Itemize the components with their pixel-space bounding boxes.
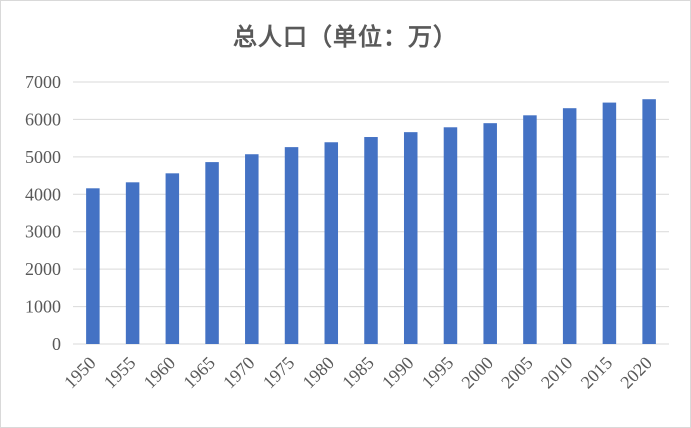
x-tick-label: 1950 — [60, 353, 100, 393]
bar — [245, 154, 259, 344]
bar — [403, 132, 418, 344]
bar — [165, 173, 180, 344]
x-tick-label: 1990 — [378, 353, 418, 393]
x-tick-label: 1995 — [418, 353, 458, 393]
y-tick-label: 7000 — [25, 72, 61, 92]
x-tick-label: 2010 — [537, 353, 577, 393]
x-tick-label: 2005 — [497, 353, 537, 393]
y-tick-label: 5000 — [25, 147, 61, 167]
y-tick-label: 0 — [52, 334, 61, 354]
x-tick-label: 1980 — [298, 353, 338, 393]
x-tick-label: 2015 — [577, 353, 617, 393]
bar — [443, 127, 458, 344]
y-tick-label: 1000 — [25, 297, 61, 317]
x-tick-label: 2020 — [616, 353, 656, 393]
x-tick-label: 1975 — [259, 353, 299, 393]
bar — [86, 188, 100, 344]
y-tick-label: 2000 — [25, 259, 61, 279]
x-tick-label: 1955 — [100, 353, 140, 393]
bar — [364, 137, 378, 344]
bar — [523, 115, 537, 344]
bar — [125, 182, 140, 344]
bar — [642, 99, 656, 345]
x-tick-label: 2000 — [457, 353, 497, 393]
bar — [284, 147, 299, 344]
y-tick-label: 6000 — [25, 109, 61, 129]
bar — [562, 108, 577, 344]
y-tick-label: 4000 — [25, 184, 61, 204]
x-tick-label: 1960 — [140, 353, 180, 393]
x-tick-label: 1965 — [179, 353, 219, 393]
x-tick-label: 1985 — [338, 353, 378, 393]
bar — [483, 123, 497, 345]
bar — [602, 102, 617, 344]
y-tick-label: 3000 — [25, 222, 61, 242]
chart-title: 总人口（单位：万） — [233, 23, 458, 51]
bar — [324, 142, 339, 344]
x-tick-label: 1970 — [219, 353, 259, 393]
bar — [205, 162, 219, 344]
